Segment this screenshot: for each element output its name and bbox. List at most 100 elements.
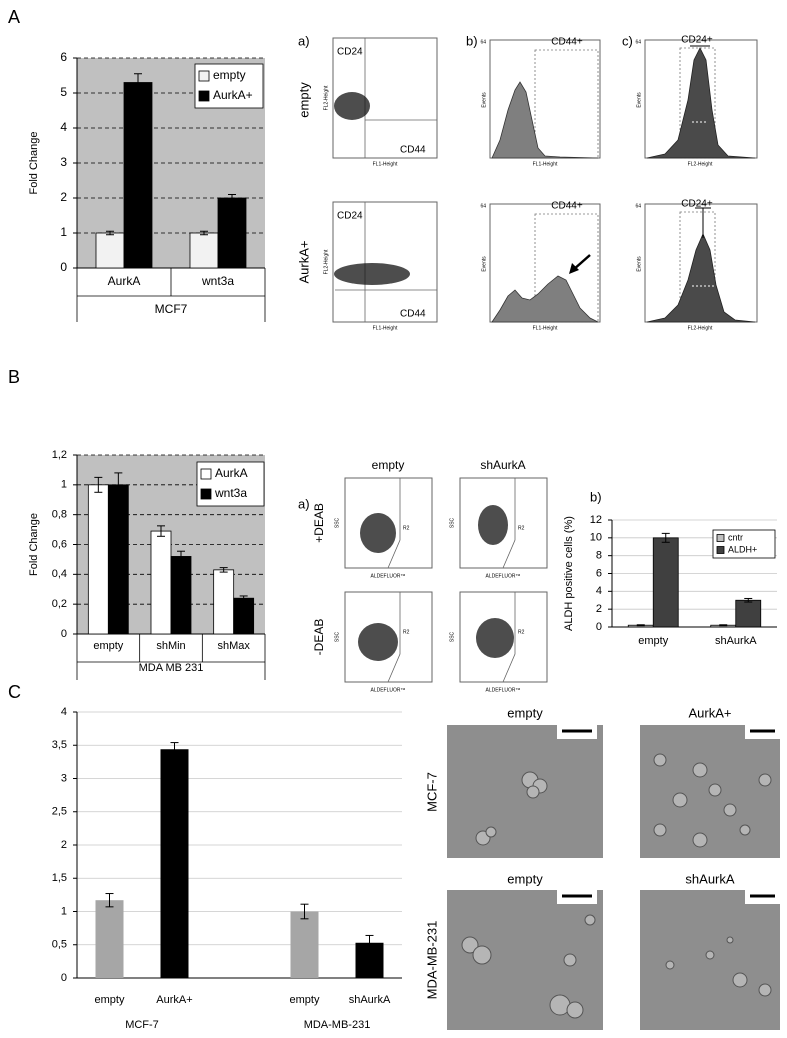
subpanel-label: a): [298, 33, 310, 48]
axis-label: ALDEFLUOR™: [485, 573, 520, 579]
micrograph: [447, 725, 603, 858]
y-tick-label: 4: [60, 120, 67, 134]
y-tick-label: 0: [61, 628, 67, 640]
row-label: MDA-MB-231: [424, 921, 439, 1000]
legend-swatch: [716, 534, 725, 542]
group-label: MCF-7: [125, 1019, 159, 1031]
error-bar: [661, 532, 670, 543]
error-bar: [94, 476, 103, 493]
y-tick-label: 3: [60, 155, 67, 169]
bar: [189, 232, 219, 269]
histogram: [646, 47, 756, 159]
gate: [534, 213, 599, 323]
y-tick-label: 2: [61, 839, 67, 851]
gate-label: CD44+: [551, 201, 583, 212]
error-bar: [105, 893, 114, 908]
y-tick-label: 10: [590, 532, 602, 544]
quadrant-label: CD44: [400, 309, 426, 320]
column-label: empty: [507, 705, 543, 720]
axis-tick: 64: [635, 203, 641, 209]
bar: [290, 911, 319, 978]
bar: [150, 530, 172, 635]
row-label: empty: [296, 82, 311, 118]
x-tick-label: empty: [638, 635, 668, 647]
axis-label: Events: [636, 256, 642, 272]
column-label: shAurkA: [480, 458, 525, 472]
bar: [123, 82, 153, 269]
arrow-head: [569, 263, 579, 274]
y-axis-label: ALDH positive cells (%): [563, 516, 575, 631]
gate: [502, 478, 516, 569]
x-tick-label: shMax: [217, 640, 250, 652]
y-tick-label: 12: [590, 514, 602, 526]
cell-cloud: [358, 623, 398, 661]
aldefluor-plot: R2 SSC ALDEFLUOR™: [334, 591, 433, 693]
row-label: -DEAB: [312, 619, 326, 656]
subpanel-label: b): [590, 489, 602, 504]
axis-label: FL1-Height: [373, 325, 398, 331]
histogram: [491, 275, 599, 323]
axis-label: ALDEFLUOR™: [485, 687, 520, 693]
x-tick-label: empty: [95, 994, 125, 1006]
bar: [170, 556, 192, 635]
x-tick-label: shAurkA: [349, 994, 391, 1006]
error-bar: [365, 934, 374, 951]
cell-cloud: [478, 505, 508, 545]
y-tick-label: 8: [596, 550, 602, 562]
error-bar: [170, 742, 179, 757]
x-tick-label: shMin: [156, 640, 185, 652]
scale-bar: [557, 725, 780, 904]
quadrant-label: CD24: [337, 47, 363, 58]
axis-label: FL2-Height: [688, 325, 713, 331]
bar: [95, 900, 124, 978]
y-tick-label: 0: [60, 260, 67, 274]
y-tick-label: 1,2: [52, 449, 67, 461]
axis-label: Events: [481, 92, 487, 108]
gate-label: R2: [403, 525, 410, 531]
gate-label: R2: [403, 629, 410, 635]
axis-label: FL1-Height: [533, 161, 558, 167]
error-bar: [134, 73, 142, 92]
bar: [87, 484, 109, 635]
gate: [502, 592, 516, 683]
y-tick-label: 3: [61, 772, 67, 784]
error-bar: [106, 230, 114, 236]
cell-cloud: [334, 92, 370, 120]
axis-label: FL2-Height: [688, 161, 713, 167]
axis-label: Events: [481, 256, 487, 272]
bar: [95, 232, 125, 269]
y-tick-label: 5: [60, 85, 67, 99]
error-bar: [636, 624, 645, 627]
axis-label: FL2-Height: [323, 85, 329, 110]
axis-label: SSC: [449, 517, 455, 528]
axis-label: FL2-Height: [323, 249, 329, 274]
group-label: MCF7: [155, 302, 188, 316]
y-tick-label: 1: [60, 225, 67, 239]
group-label: MDA MB 231: [139, 662, 204, 674]
panel-label: B: [8, 367, 20, 387]
y-tick-label: 1,5: [52, 872, 67, 884]
bar: [652, 537, 679, 628]
flow-b: a) b) empty shAurkA +DEAB -DEAB R2 SSC A…: [298, 458, 602, 693]
bar: [213, 569, 235, 635]
x-tick-label: wnt3a: [201, 274, 234, 288]
column-label: AurkA+: [689, 705, 732, 720]
subpanel-label: b): [466, 33, 478, 48]
gate-label: CD24+: [681, 199, 713, 210]
legend-label: wnt3a: [214, 486, 247, 500]
y-tick-label: 0,6: [52, 538, 67, 550]
gate-label: R2: [518, 525, 525, 531]
y-tick-label: 2,5: [52, 806, 67, 818]
gate-label: CD24+: [681, 35, 713, 46]
axis-label: ALDEFLUOR™: [370, 687, 405, 693]
group-label: MDA-MB-231: [304, 1019, 371, 1031]
panel-label: A: [8, 7, 20, 27]
y-tick-label: 2: [596, 603, 602, 615]
axis-label: SSC: [449, 631, 455, 642]
aldefluor-plot: R2 SSC ALDEFLUOR™: [449, 477, 548, 579]
row-label: +DEAB: [312, 503, 326, 543]
y-axis-label: Fold Change: [28, 513, 40, 576]
error-bar: [177, 550, 185, 563]
axis-label: ALDEFLUOR™: [370, 573, 405, 579]
